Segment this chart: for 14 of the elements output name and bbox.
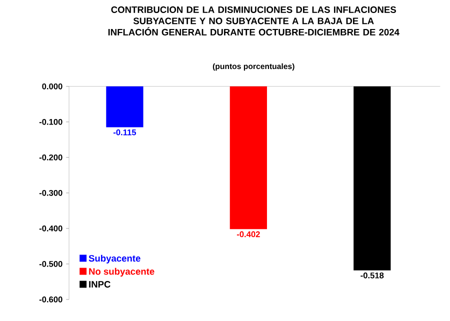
y-tick-label: -0.400 bbox=[39, 225, 62, 232]
chart-title: CONTRIBUCION DE LA DISMINUCIONES DE LAS INFLACIONES SUBYACENTE Y NO SUBYACENTE A LA BAJA DE LA INFLACIÓN GENERAL DURANTE OCTUBRE-DICIEMBRE DE 2024 bbox=[108, 6, 400, 36]
legend-label: Subyacente bbox=[88, 254, 140, 264]
y-tick-label: 0.000 bbox=[42, 83, 62, 90]
y-tick-label: -0.600 bbox=[39, 296, 62, 302]
legend-label: No subyacente bbox=[89, 268, 154, 277]
y-tick-label: -0.300 bbox=[39, 190, 62, 196]
y-tick-label: -0.500 bbox=[39, 260, 62, 267]
data-label: -0.115 bbox=[113, 129, 136, 136]
y-tick-label: -0.100 bbox=[39, 118, 62, 125]
data-label: -0.518 bbox=[360, 272, 384, 278]
y-tick-label: -0.200 bbox=[39, 154, 62, 160]
data-label: -0.402 bbox=[236, 231, 260, 238]
legend-label: INPC bbox=[89, 280, 110, 288]
